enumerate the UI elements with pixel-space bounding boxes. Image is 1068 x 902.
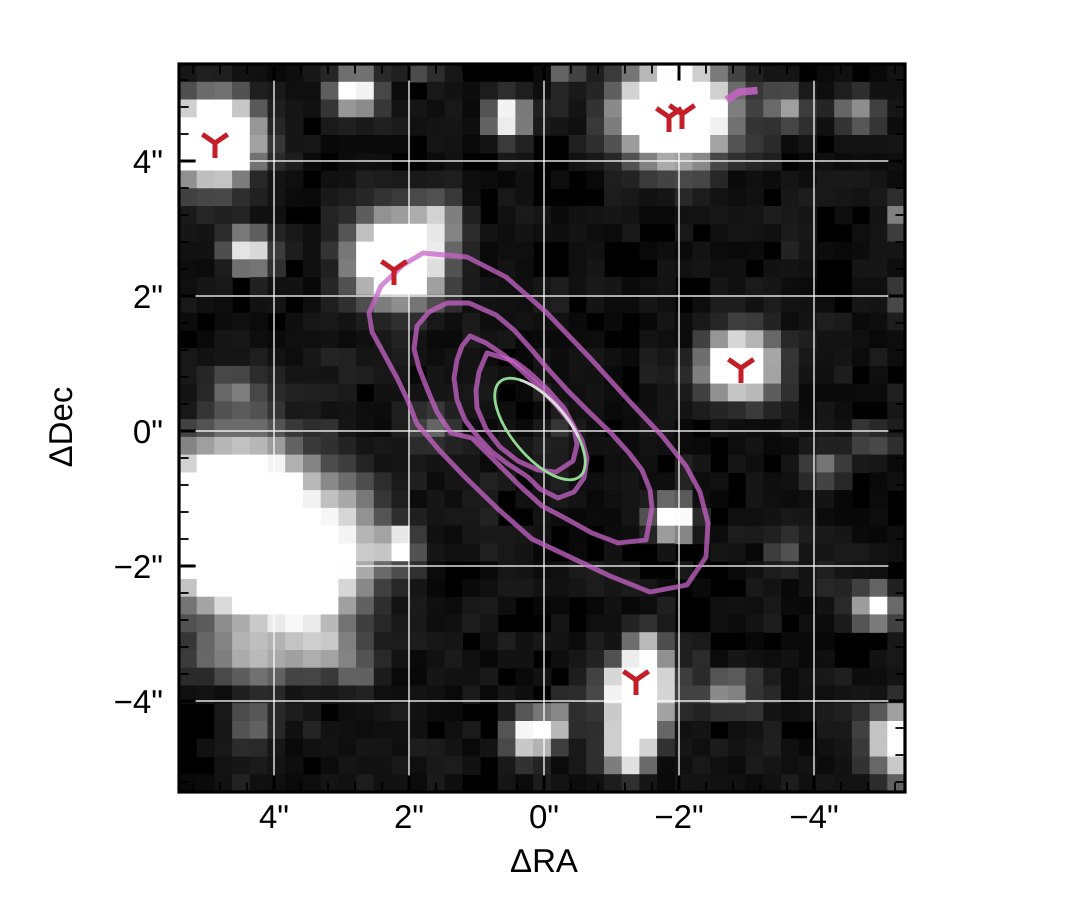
svg-text:−2": −2": [654, 798, 703, 835]
svg-text:−4": −4": [789, 798, 838, 835]
svg-text:2": 2": [133, 278, 163, 315]
svg-text:ΔDec: ΔDec: [42, 387, 79, 468]
svg-text:0": 0": [529, 798, 559, 835]
svg-text:4": 4": [259, 798, 289, 835]
svg-text:4": 4": [133, 143, 163, 180]
svg-text:0": 0": [133, 413, 163, 450]
svg-text:−4": −4": [114, 683, 163, 720]
svg-text:2": 2": [394, 798, 424, 835]
svg-text:−2": −2": [114, 548, 163, 585]
svg-text:ΔRA: ΔRA: [510, 842, 578, 879]
